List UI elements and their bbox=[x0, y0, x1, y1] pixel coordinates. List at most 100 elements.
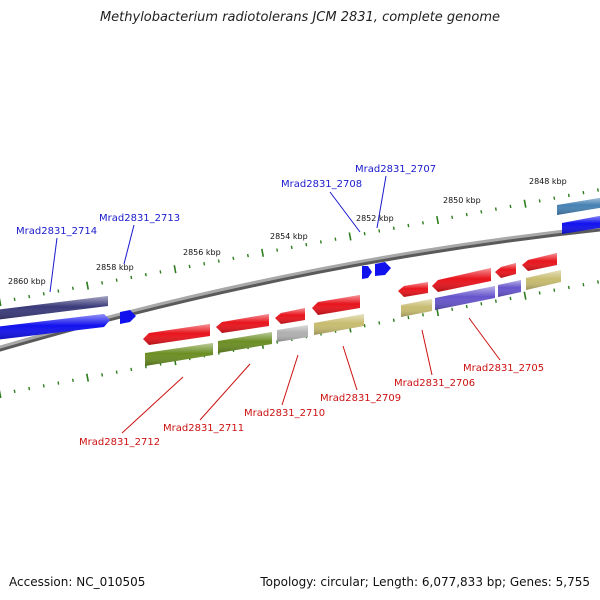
minor-tick bbox=[290, 245, 293, 250]
minor-tick bbox=[378, 229, 381, 233]
major-tick bbox=[261, 248, 265, 257]
minor-tick bbox=[538, 291, 541, 295]
gene-label-reverse[interactable]: Mrad2831_2709 bbox=[320, 393, 401, 404]
accession-text: Accession: NC_010505 bbox=[9, 575, 146, 589]
minor-tick bbox=[130, 275, 133, 280]
major-tick bbox=[436, 215, 440, 225]
minor-tick bbox=[480, 302, 483, 306]
minor-tick bbox=[13, 297, 16, 301]
minor-tick bbox=[42, 384, 45, 388]
gene-label-reverse[interactable]: Mrad2831_2710 bbox=[244, 408, 325, 419]
genome-title: Methylobacterium radiotolerans JCM 2831,… bbox=[99, 10, 501, 25]
gene-arrow-shine bbox=[557, 197, 600, 215]
minor-tick bbox=[392, 318, 395, 322]
kbp-label: 2858 kbp bbox=[96, 263, 134, 272]
minor-tick bbox=[115, 278, 118, 282]
inner-scale-ticks bbox=[0, 280, 599, 399]
minor-tick bbox=[101, 281, 104, 285]
gene-label-forward[interactable]: Mrad2831_2713 bbox=[99, 213, 180, 224]
minor-tick bbox=[465, 212, 468, 217]
minor-tick bbox=[451, 307, 454, 312]
minor-tick bbox=[144, 272, 147, 277]
kbp-label: 2854 kbp bbox=[270, 232, 308, 241]
kbp-label: 2860 kbp bbox=[8, 277, 46, 286]
minor-tick bbox=[71, 378, 74, 383]
forward-label-leaders bbox=[49, 175, 387, 293]
minor-tick bbox=[597, 280, 599, 284]
gene-label-reverse[interactable]: Mrad2831_2705 bbox=[463, 363, 544, 374]
minor-tick bbox=[101, 373, 104, 377]
minor-tick bbox=[538, 199, 541, 203]
kbp-label: 2856 kbp bbox=[183, 248, 221, 257]
kbp-label: 2852 kbp bbox=[356, 214, 394, 223]
gene-arrow[interactable] bbox=[375, 262, 391, 276]
minor-tick bbox=[363, 324, 366, 328]
major-tick bbox=[85, 281, 90, 290]
kbp-label: 2850 kbp bbox=[443, 196, 481, 205]
minor-tick bbox=[57, 289, 60, 293]
minor-tick bbox=[115, 370, 118, 374]
minor-tick bbox=[392, 226, 395, 230]
major-tick bbox=[0, 389, 2, 399]
minor-tick bbox=[465, 304, 468, 309]
minor-tick bbox=[71, 286, 74, 291]
minor-tick bbox=[494, 207, 497, 211]
minor-tick bbox=[305, 242, 308, 247]
minor-tick bbox=[57, 381, 60, 385]
major-tick bbox=[173, 265, 177, 274]
minor-tick bbox=[334, 237, 337, 241]
minor-tick bbox=[567, 285, 570, 290]
gene-arrow[interactable] bbox=[362, 266, 372, 279]
minor-tick bbox=[188, 264, 191, 269]
outer-scale-ticks bbox=[0, 188, 599, 307]
gene-label-forward[interactable]: Mrad2831_2708 bbox=[281, 179, 362, 190]
major-tick bbox=[0, 297, 2, 307]
minor-tick bbox=[407, 223, 410, 228]
minor-tick bbox=[363, 232, 366, 236]
minor-tick bbox=[130, 367, 133, 372]
minor-tick bbox=[494, 299, 497, 303]
minor-tick bbox=[421, 221, 424, 225]
major-tick bbox=[85, 373, 90, 382]
minor-tick bbox=[567, 193, 570, 198]
minor-tick bbox=[13, 389, 16, 393]
minor-tick bbox=[28, 294, 31, 299]
minor-tick bbox=[451, 215, 454, 220]
major-tick bbox=[523, 199, 527, 208]
minor-tick bbox=[597, 188, 599, 192]
minor-tick bbox=[509, 204, 512, 209]
gene-label-reverse[interactable]: Mrad2831_2711 bbox=[163, 423, 244, 434]
gene-arrow-shine bbox=[562, 215, 600, 234]
gene-label-forward[interactable]: Mrad2831_2707 bbox=[355, 164, 436, 175]
kbp-label: 2848 kbp bbox=[529, 177, 567, 186]
minor-tick bbox=[217, 259, 220, 263]
gene-label-reverse[interactable]: Mrad2831_2712 bbox=[79, 437, 160, 448]
minor-tick bbox=[276, 248, 279, 252]
genome-summary-text: Topology: circular; Length: 6,077,833 bp… bbox=[260, 575, 590, 589]
minor-tick bbox=[553, 288, 556, 292]
gene-label-forward[interactable]: Mrad2831_2714 bbox=[16, 226, 97, 237]
gene-arrow-shine bbox=[0, 296, 108, 320]
minor-tick bbox=[28, 386, 31, 391]
minor-tick bbox=[582, 283, 585, 287]
minor-tick bbox=[42, 292, 45, 296]
gene-arrow[interactable] bbox=[120, 310, 136, 324]
gene-label-reverse[interactable]: Mrad2831_2706 bbox=[394, 378, 475, 389]
major-tick bbox=[523, 291, 527, 300]
forward-strand-genes bbox=[0, 197, 600, 340]
minor-tick bbox=[203, 262, 206, 266]
minor-tick bbox=[378, 321, 381, 325]
minor-tick bbox=[553, 196, 556, 200]
reverse-gene-shading bbox=[143, 253, 561, 366]
gene-arrow-shine bbox=[0, 314, 110, 340]
minor-tick bbox=[159, 270, 162, 274]
minor-tick bbox=[509, 296, 512, 301]
minor-tick bbox=[480, 210, 483, 214]
minor-tick bbox=[319, 240, 322, 244]
minor-tick bbox=[421, 313, 424, 317]
major-tick bbox=[348, 232, 352, 241]
minor-tick bbox=[232, 256, 235, 260]
minor-tick bbox=[582, 191, 585, 195]
